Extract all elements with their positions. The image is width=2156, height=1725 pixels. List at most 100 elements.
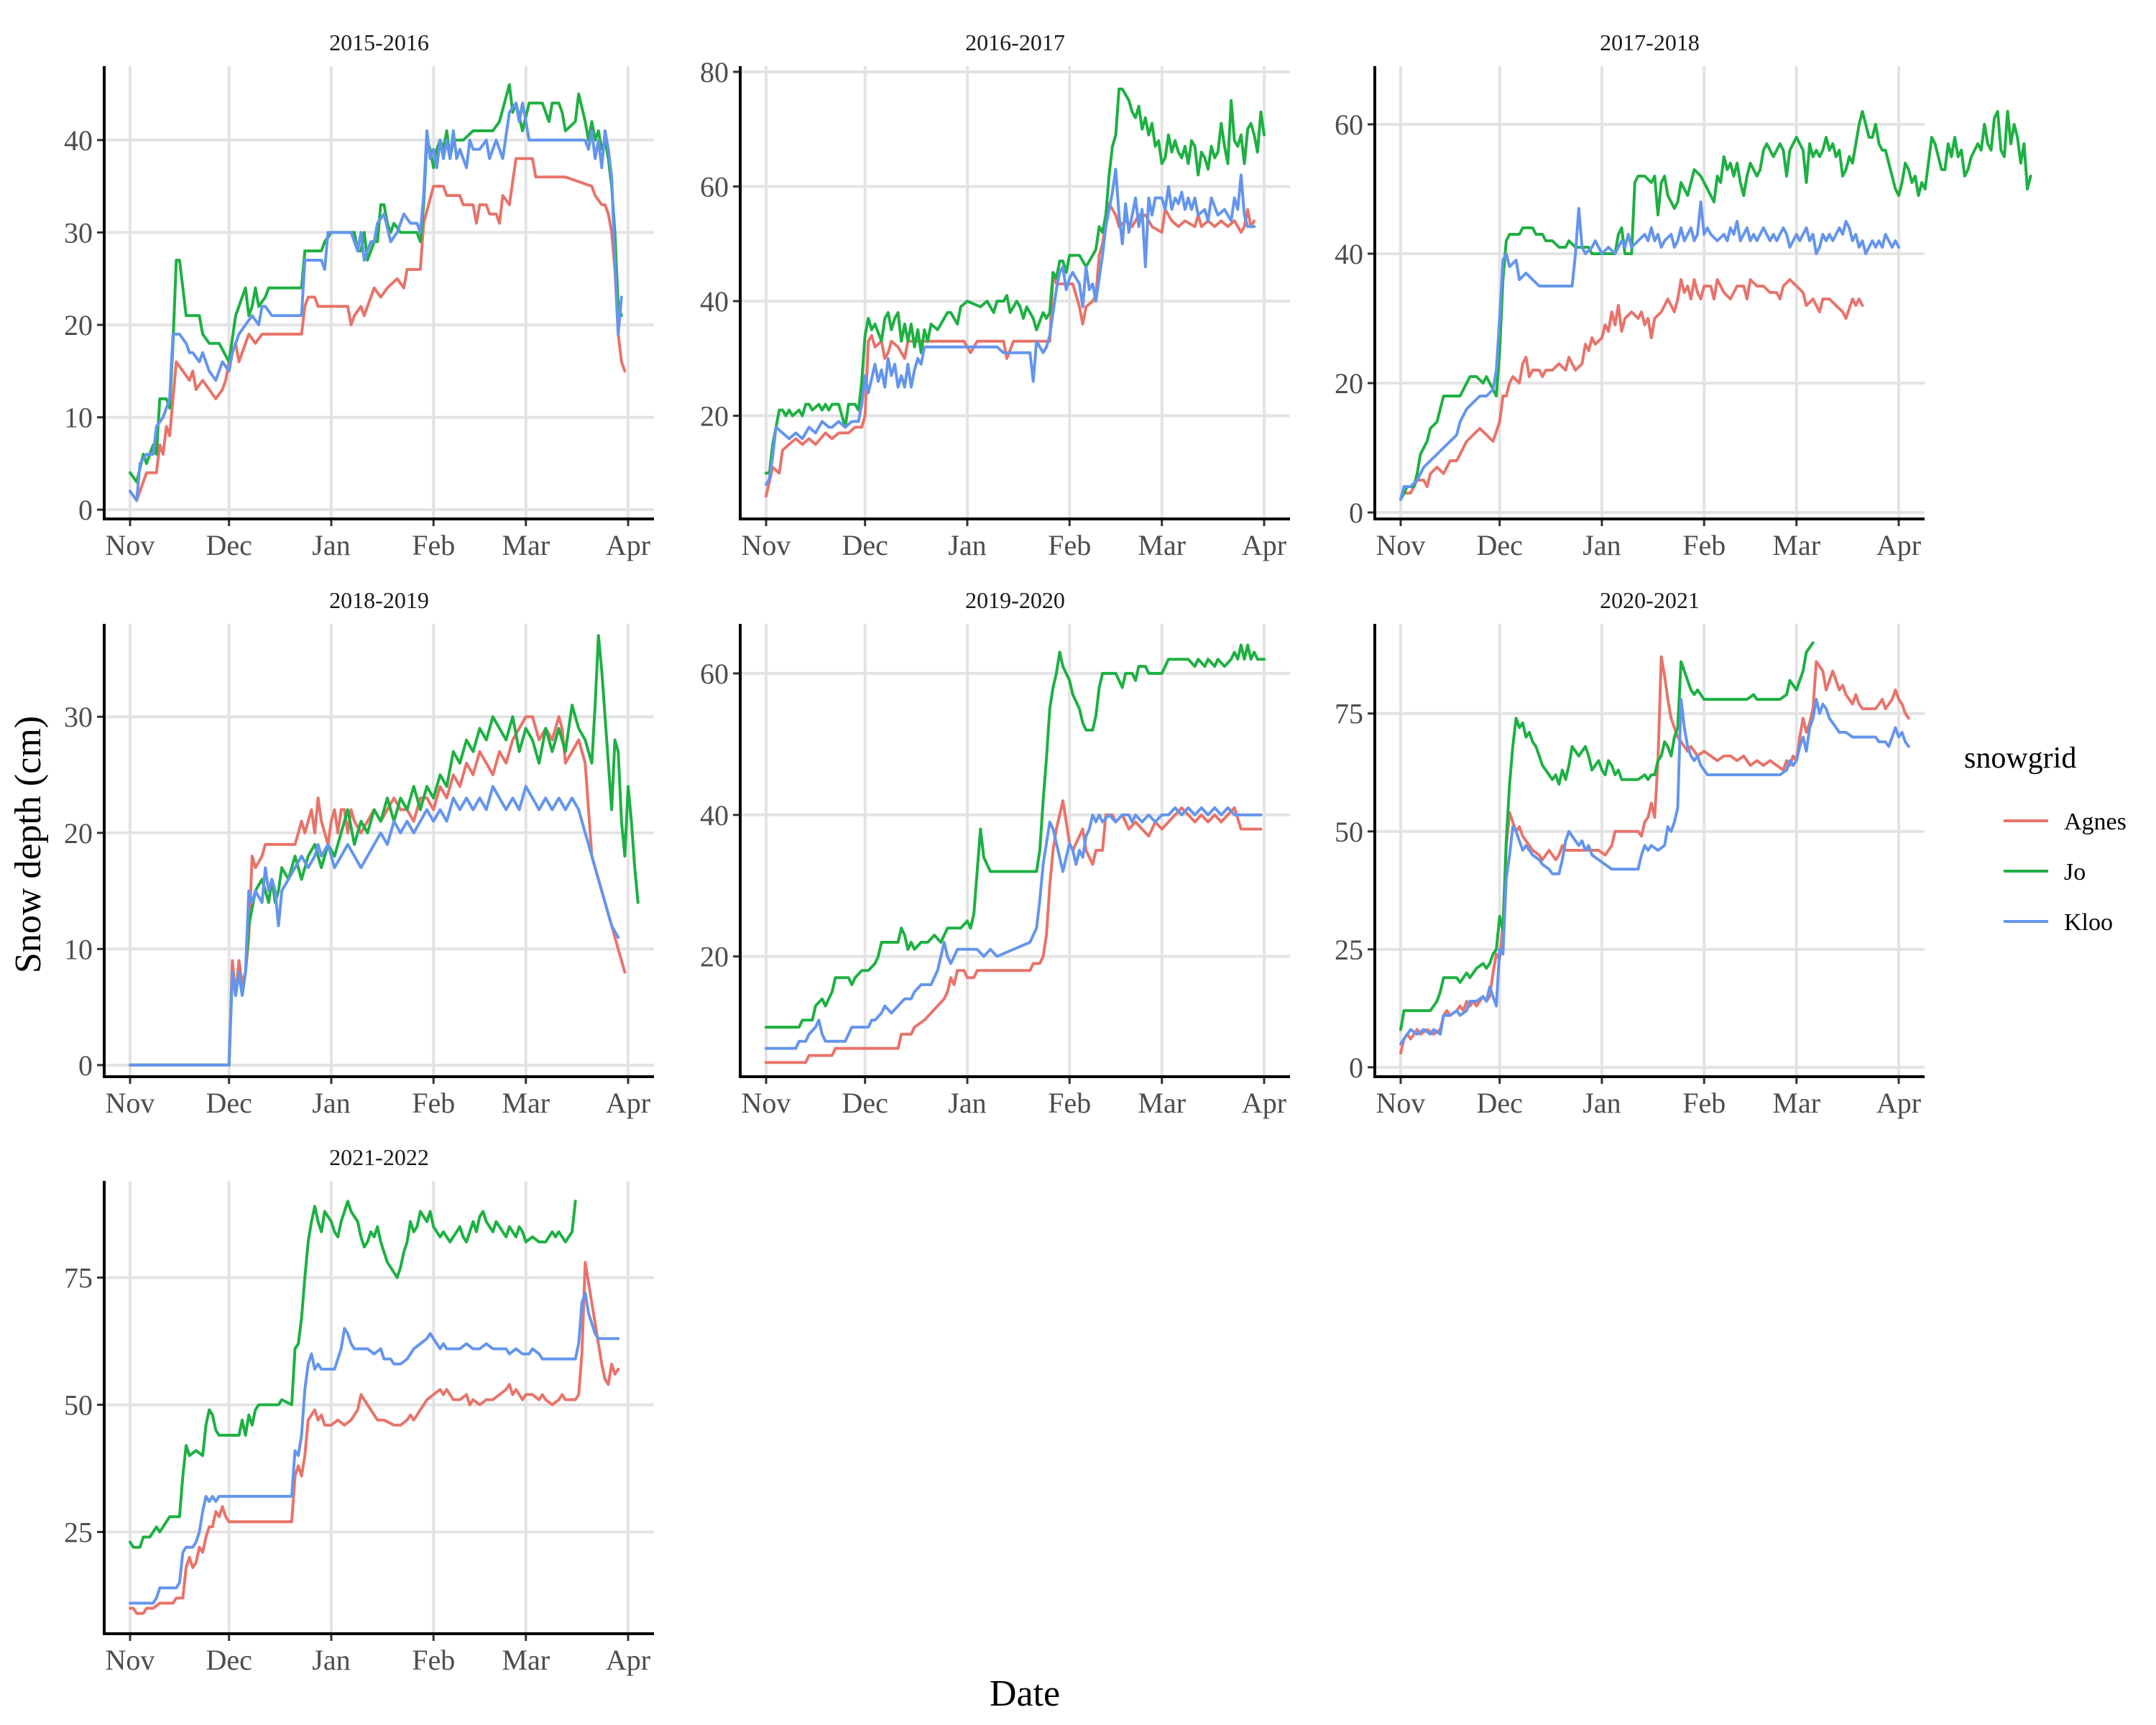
- series-line-jo: [129, 1200, 577, 1549]
- x-tick-label: Feb: [412, 1644, 455, 1676]
- legend-label-agnes: Agnes: [2064, 809, 2127, 835]
- x-tick-label: Feb: [412, 1087, 455, 1119]
- y-tick-label: 40: [700, 285, 729, 318]
- x-tick-label: Jan: [312, 1644, 350, 1676]
- y-tick-label: 20: [1335, 367, 1363, 400]
- x-tick-label: Mar: [502, 1644, 550, 1676]
- x-tick-label: Nov: [742, 529, 791, 561]
- y-tick-label: 30: [64, 701, 93, 733]
- panel-title: 2017-2018: [1600, 29, 1700, 55]
- panels-layer: Nov Dec Jan Feb Mar Apr 0 10 20 30 40 2015-2016 Nov D…: [64, 29, 2032, 1676]
- x-tick-label: Apr: [606, 529, 650, 561]
- x-tick-label: Apr: [1242, 529, 1286, 561]
- x-tick-label: Feb: [1682, 529, 1726, 561]
- x-tick-label: Jan: [312, 1087, 350, 1119]
- x-tick-label: Feb: [1048, 1087, 1091, 1119]
- x-tick-label: Apr: [1242, 1087, 1286, 1119]
- series-line-agnes: [129, 715, 627, 1067]
- chart-panel-2017-2018: Nov Dec Jan Feb Mar Apr 0 20 40 60 2017-2018: [1335, 29, 2032, 561]
- y-tick-label: 10: [64, 933, 93, 965]
- x-tick-label: Nov: [1376, 1087, 1426, 1119]
- x-tick-label: Dec: [206, 529, 252, 561]
- x-tick-label: Apr: [606, 1644, 650, 1676]
- series-line-jo: [129, 634, 640, 1067]
- y-tick-label: 20: [64, 309, 93, 341]
- x-tick-label: Dec: [206, 1087, 252, 1119]
- series-line-jo: [1399, 641, 1815, 1031]
- y-tick-label: 60: [700, 170, 729, 203]
- y-tick-label: 60: [1335, 109, 1363, 141]
- x-tick-label: Mar: [1138, 529, 1186, 561]
- series-line-kloo: [765, 806, 1263, 1050]
- series-line-jo: [129, 83, 623, 484]
- series-line-jo: [1399, 110, 2032, 501]
- y-tick-label: 20: [64, 817, 93, 850]
- y-tick-label: 80: [700, 56, 729, 88]
- series-line-jo: [765, 87, 1266, 475]
- y-tick-label: 0: [1349, 1052, 1363, 1084]
- series-line-agnes: [129, 1261, 620, 1615]
- panel-title: 2016-2017: [965, 29, 1065, 55]
- series-line-jo: [765, 643, 1266, 1029]
- y-tick-label: 40: [64, 124, 93, 157]
- x-tick-label: Nov: [106, 529, 155, 561]
- legend-title: snowgrid: [1964, 742, 2076, 775]
- x-tick-label: Mar: [1138, 1087, 1186, 1119]
- x-tick-label: Feb: [412, 529, 455, 561]
- panel-title: 2019-2020: [965, 587, 1065, 613]
- y-tick-label: 0: [78, 1049, 93, 1082]
- x-tick-label: Dec: [842, 1087, 888, 1119]
- y-tick-label: 20: [700, 941, 729, 973]
- y-tick-label: 30: [64, 216, 93, 249]
- chart-panel-2020-2021: Nov Dec Jan Feb Mar Apr 0 25 50 75 2020-2021: [1335, 587, 1925, 1119]
- y-tick-label: 10: [64, 402, 93, 434]
- series-line-agnes: [1399, 278, 1864, 501]
- y-tick-label: 40: [1335, 238, 1363, 270]
- x-tick-label: Feb: [1048, 529, 1091, 561]
- x-tick-label: Nov: [1376, 529, 1426, 561]
- x-tick-label: Jan: [948, 529, 986, 561]
- x-tick-label: Apr: [1876, 529, 1921, 561]
- series-line-kloo: [1399, 201, 1900, 501]
- y-tick-label: 25: [64, 1516, 93, 1548]
- chart-panel-2018-2019: Nov Dec Jan Feb Mar Apr 0 10 20 30 2018-2019: [64, 587, 654, 1119]
- panel-title: 2015-2016: [329, 29, 429, 55]
- x-tick-label: Nov: [106, 1644, 155, 1676]
- chart-panel-2016-2017: Nov Dec Jan Feb Mar Apr 20 40 60 80 2016-2017: [700, 29, 1290, 561]
- y-tick-label: 25: [1335, 934, 1363, 966]
- chart-panel-2021-2022: Nov Dec Jan Feb Mar Apr 25 50 75 2021-2022: [64, 1144, 654, 1676]
- x-tick-label: Dec: [842, 529, 888, 561]
- x-tick-label: Jan: [948, 1087, 986, 1119]
- chart-panel-2019-2020: Nov Dec Jan Feb Mar Apr 20 40 60 2019-2020: [700, 587, 1290, 1119]
- x-tick-label: Jan: [1583, 1087, 1621, 1119]
- series-line-kloo: [129, 785, 620, 1067]
- y-tick-label: 0: [1349, 497, 1363, 529]
- series-line-kloo: [1399, 698, 1910, 1046]
- x-tick-label: Dec: [1476, 1087, 1522, 1119]
- panel-title: 2020-2021: [1600, 587, 1700, 613]
- x-tick-label: Dec: [206, 1644, 252, 1676]
- x-tick-label: Dec: [1476, 529, 1522, 561]
- y-tick-label: 50: [64, 1389, 93, 1421]
- y-tick-label: 75: [1335, 698, 1363, 730]
- y-tick-label: 60: [700, 658, 729, 690]
- x-axis-title: Date: [990, 1673, 1060, 1714]
- series-line-agnes: [765, 202, 1256, 498]
- x-tick-label: Mar: [1772, 1087, 1820, 1119]
- series-line-agnes: [1399, 655, 1910, 1055]
- panel-title: 2021-2022: [329, 1144, 429, 1170]
- y-tick-label: 0: [78, 494, 93, 526]
- series-line-kloo: [129, 1291, 620, 1605]
- legend: snowgrid Agnes Jo Kloo: [1964, 742, 2127, 936]
- chart-panel-2015-2016: Nov Dec Jan Feb Mar Apr 0 10 20 30 40 2015-2016: [64, 29, 654, 561]
- series-line-agnes: [765, 799, 1263, 1064]
- x-tick-label: Nov: [106, 1087, 155, 1119]
- y-tick-label: 20: [700, 400, 729, 432]
- panel-title: 2018-2019: [329, 587, 429, 613]
- x-tick-label: Jan: [1583, 529, 1621, 561]
- y-tick-label: 50: [1335, 816, 1363, 848]
- x-tick-label: Mar: [1772, 529, 1820, 561]
- y-tick-label: 75: [64, 1261, 93, 1294]
- y-tick-label: 40: [700, 799, 729, 832]
